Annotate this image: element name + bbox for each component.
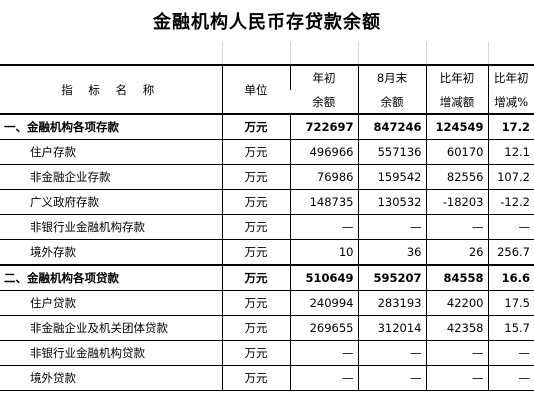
header-month-top[interactable]: 8月末	[357, 64, 426, 90]
row-start-balance[interactable]: 496966	[289, 139, 358, 165]
row-month-balance[interactable]: 130532	[357, 189, 426, 215]
header-start-top[interactable]: 年初	[289, 64, 358, 90]
row-name[interactable]: 广义政府存款	[0, 189, 222, 215]
row-start-balance[interactable]: 148735	[289, 189, 358, 215]
row-name[interactable]: 非金融企业存款	[0, 164, 222, 190]
header-row: 指 标 名 称 单位 年初 8月末 比年初 比年初	[0, 64, 534, 115]
header-pct-bottom[interactable]: 增减%	[487, 90, 534, 115]
row-month-balance[interactable]: 283193	[357, 290, 426, 316]
row-name[interactable]: 住户贷款	[0, 290, 222, 316]
row-name[interactable]: 住户存款	[0, 139, 222, 165]
row-change-amount[interactable]: 26	[425, 239, 488, 266]
header-start-bottom[interactable]: 余额	[290, 90, 358, 115]
table-row: 境外存款 万元 10 36 26 256.7	[0, 239, 534, 266]
row-unit[interactable]: 万元	[221, 164, 290, 190]
row-unit[interactable]: 万元	[221, 239, 290, 266]
header-change-bottom[interactable]: 增减额	[425, 90, 488, 115]
data-table: 指 标 名 称 单位 年初 8月末 比年初 比年初 余额 余额 增减额 增减% …	[0, 64, 534, 391]
row-start-balance[interactable]: —	[289, 340, 358, 366]
row-start-balance[interactable]: —	[289, 365, 358, 391]
row-change-pct[interactable]: 17.2	[487, 113, 534, 140]
row-name[interactable]: 境外贷款	[0, 365, 222, 391]
row-change-pct[interactable]: 15.7	[487, 315, 534, 341]
table-row: 广义政府存款 万元 148735 130532 -18203 -12.2	[0, 189, 534, 215]
table-row: 非金融企业存款 万元 76986 159542 82556 107.2	[0, 164, 534, 190]
row-change-pct[interactable]: -12.2	[487, 189, 534, 215]
header-change-top[interactable]: 比年初	[425, 64, 488, 90]
header-pct-top[interactable]: 比年初	[487, 64, 534, 90]
row-change-amount[interactable]: —	[425, 365, 488, 391]
row-start-balance[interactable]: 240994	[289, 290, 358, 316]
row-change-pct[interactable]: 12.1	[487, 139, 534, 165]
row-month-balance[interactable]: 159542	[357, 164, 426, 190]
row-change-amount[interactable]: -18203	[425, 189, 488, 215]
row-month-balance[interactable]: 557136	[357, 139, 426, 165]
row-start-balance[interactable]: 269655	[289, 315, 358, 341]
row-change-amount[interactable]: —	[425, 214, 488, 240]
row-unit[interactable]: 万元	[221, 113, 290, 140]
table-row: 非银行业金融机构贷款 万元 — — — —	[0, 340, 534, 366]
row-month-balance[interactable]: —	[357, 365, 426, 391]
row-month-balance[interactable]: —	[357, 214, 426, 240]
table-row: 住户贷款 万元 240994 283193 42200 17.5	[0, 290, 534, 316]
row-change-amount[interactable]: 84558	[425, 264, 488, 291]
row-start-balance[interactable]: —	[289, 214, 358, 240]
row-change-pct[interactable]: 256.7	[487, 239, 534, 266]
row-change-amount[interactable]: 82556	[425, 164, 488, 190]
row-name[interactable]: 非银行业金融机构存款	[0, 214, 222, 240]
row-unit[interactable]: 万元	[221, 189, 290, 215]
row-change-pct[interactable]: 17.5	[487, 290, 534, 316]
table-row: 住户存款 万元 496966 557136 60170 12.1	[0, 139, 534, 165]
row-name[interactable]: 二、金融机构各项贷款	[0, 264, 222, 291]
table-row: 非银行业金融机构存款 万元 — — — —	[0, 214, 534, 240]
row-change-amount[interactable]: 60170	[425, 139, 488, 165]
header-name[interactable]: 指 标 名 称	[0, 64, 222, 115]
row-month-balance[interactable]: 312014	[357, 315, 426, 341]
row-change-pct[interactable]: —	[487, 340, 534, 366]
table-row: 一、金融机构各项存款 万元 722697 847246 124549 17.2	[0, 113, 534, 140]
row-unit[interactable]: 万元	[221, 214, 290, 240]
table-row: 二、金融机构各项贷款 万元 510649 595207 84558 16.6	[0, 264, 534, 291]
row-month-balance[interactable]: 36	[357, 239, 426, 266]
row-change-pct[interactable]: —	[487, 214, 534, 240]
row-start-balance[interactable]: 722697	[289, 113, 358, 140]
row-month-balance[interactable]: 847246	[357, 113, 426, 140]
row-change-amount[interactable]: —	[425, 340, 488, 366]
row-change-pct[interactable]: 16.6	[487, 264, 534, 291]
row-name[interactable]: 非银行业金融机构贷款	[0, 340, 222, 366]
row-change-pct[interactable]: 107.2	[487, 164, 534, 190]
header-month-bottom[interactable]: 余额	[357, 90, 426, 115]
row-change-amount[interactable]: 124549	[425, 113, 488, 140]
row-change-amount[interactable]: 42358	[425, 315, 488, 341]
row-change-pct[interactable]: —	[487, 365, 534, 391]
table-row: 非金融企业及机关团体贷款 万元 269655 312014 42358 15.7	[0, 315, 534, 341]
row-start-balance[interactable]: 10	[289, 239, 358, 266]
row-name[interactable]: 境外存款	[0, 239, 222, 266]
row-unit[interactable]: 万元	[221, 264, 290, 291]
row-unit[interactable]: 万元	[221, 340, 290, 366]
row-name[interactable]: 非金融企业及机关团体贷款	[0, 315, 222, 341]
row-change-amount[interactable]: 42200	[425, 290, 488, 316]
row-unit[interactable]: 万元	[221, 365, 290, 391]
row-start-balance[interactable]: 76986	[289, 164, 358, 190]
header-unit[interactable]: 单位	[221, 64, 290, 115]
row-start-balance[interactable]: 510649	[289, 264, 358, 291]
table-row: 境外贷款 万元 — — — —	[0, 365, 534, 391]
row-unit[interactable]: 万元	[221, 139, 290, 165]
row-unit[interactable]: 万元	[221, 315, 290, 341]
blank-row	[0, 42, 534, 64]
row-month-balance[interactable]: 595207	[357, 264, 426, 291]
row-unit[interactable]: 万元	[221, 290, 290, 316]
sheet-title: 金融机构人民币存贷款余额	[153, 12, 381, 33]
row-name[interactable]: 一、金融机构各项存款	[0, 113, 222, 140]
row-month-balance[interactable]: —	[357, 340, 426, 366]
